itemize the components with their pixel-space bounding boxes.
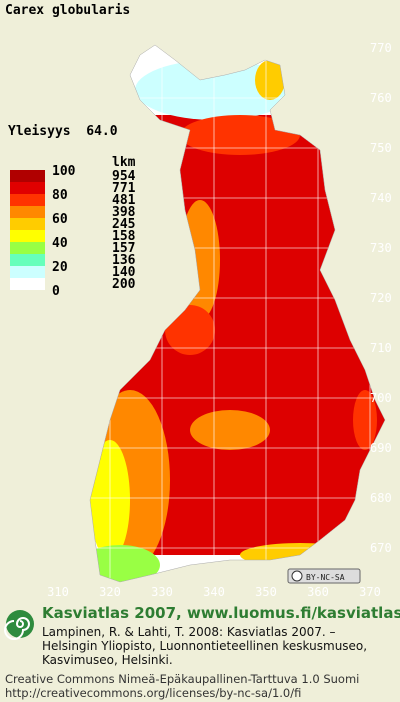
northing-label: 710 bbox=[370, 341, 392, 355]
legend-swatch bbox=[10, 170, 45, 182]
low-area bbox=[135, 60, 295, 120]
easting-label: 370 bbox=[359, 585, 381, 599]
count-header: lkm bbox=[112, 155, 136, 170]
easting-label: 350 bbox=[255, 585, 277, 599]
legend-swatch bbox=[10, 206, 45, 218]
northing-label: 770 bbox=[370, 41, 392, 55]
badge-text: BY-NC-SA bbox=[306, 573, 345, 582]
legend-label: 100 bbox=[52, 164, 76, 179]
northing-label: 720 bbox=[370, 291, 392, 305]
easting-label: 330 bbox=[151, 585, 173, 599]
legend-swatch bbox=[10, 182, 45, 194]
northing-label: 760 bbox=[370, 91, 392, 105]
easting-label: 340 bbox=[203, 585, 225, 599]
legend-label: 60 bbox=[52, 212, 68, 227]
legend-label: 20 bbox=[52, 260, 68, 275]
cc-icon bbox=[291, 570, 303, 582]
count-value: 245 bbox=[112, 217, 135, 232]
mid-area bbox=[353, 390, 377, 450]
badge-frame bbox=[287, 568, 361, 584]
easting-label: 320 bbox=[99, 585, 121, 599]
license-line: Creative Commons Nimeä-Epäkaupallinen-Ta… bbox=[5, 672, 359, 686]
northing-label: 670 bbox=[370, 541, 392, 555]
northing-label: 750 bbox=[370, 141, 392, 155]
citation-line: Lampinen, R. & Lahti, T. 2008: Kasviatla… bbox=[42, 625, 336, 639]
legend-label: 80 bbox=[52, 188, 68, 203]
northing-label: 680 bbox=[370, 491, 392, 505]
luomus-logo bbox=[4, 610, 34, 640]
easting-label: 310 bbox=[47, 585, 69, 599]
license-badge: BY-NC-SA bbox=[287, 568, 361, 584]
legend-swatch bbox=[10, 230, 45, 242]
legend-label: 40 bbox=[52, 236, 68, 251]
northing-label: 730 bbox=[370, 241, 392, 255]
legend-swatch bbox=[10, 254, 45, 266]
legend-swatch bbox=[10, 278, 45, 290]
license-line: http://creativecommons.org/licenses/by-n… bbox=[5, 686, 301, 700]
mid-area bbox=[180, 115, 300, 155]
count-value: 771 bbox=[112, 181, 136, 196]
count-value: 140 bbox=[112, 265, 136, 280]
northing-label: 700 bbox=[370, 391, 392, 405]
logo-circle bbox=[6, 610, 34, 638]
count-value: 954 bbox=[112, 169, 136, 184]
northing-label: 740 bbox=[370, 191, 392, 205]
species-title: Carex globularis bbox=[5, 3, 130, 18]
northing-label: 690 bbox=[370, 441, 392, 455]
legend-swatch bbox=[10, 218, 45, 230]
legend-swatch bbox=[10, 266, 45, 278]
frequency: Yleisyys 64.0 bbox=[8, 124, 118, 139]
legend-swatch bbox=[10, 242, 45, 254]
logo-spiral bbox=[4, 617, 30, 640]
count-value: 200 bbox=[112, 277, 136, 292]
footer-heading: Kasviatlas 2007, www.luomus.fi/kasviatla… bbox=[42, 604, 400, 622]
mid-area bbox=[255, 60, 285, 100]
count-value: 136 bbox=[112, 253, 136, 268]
count-value: 157 bbox=[112, 241, 135, 256]
citation-line: Helsingin Yliopisto, Luonnontieteellinen… bbox=[42, 639, 367, 653]
count-value: 158 bbox=[112, 229, 136, 244]
mid-area bbox=[190, 410, 270, 450]
legend-swatch bbox=[10, 194, 45, 206]
legend-label: 0 bbox=[52, 284, 60, 299]
count-value: 481 bbox=[112, 193, 136, 208]
count-value: 398 bbox=[112, 205, 136, 220]
citation-line: Kasvimuseo, Helsinki. bbox=[42, 653, 173, 667]
easting-label: 360 bbox=[307, 585, 329, 599]
